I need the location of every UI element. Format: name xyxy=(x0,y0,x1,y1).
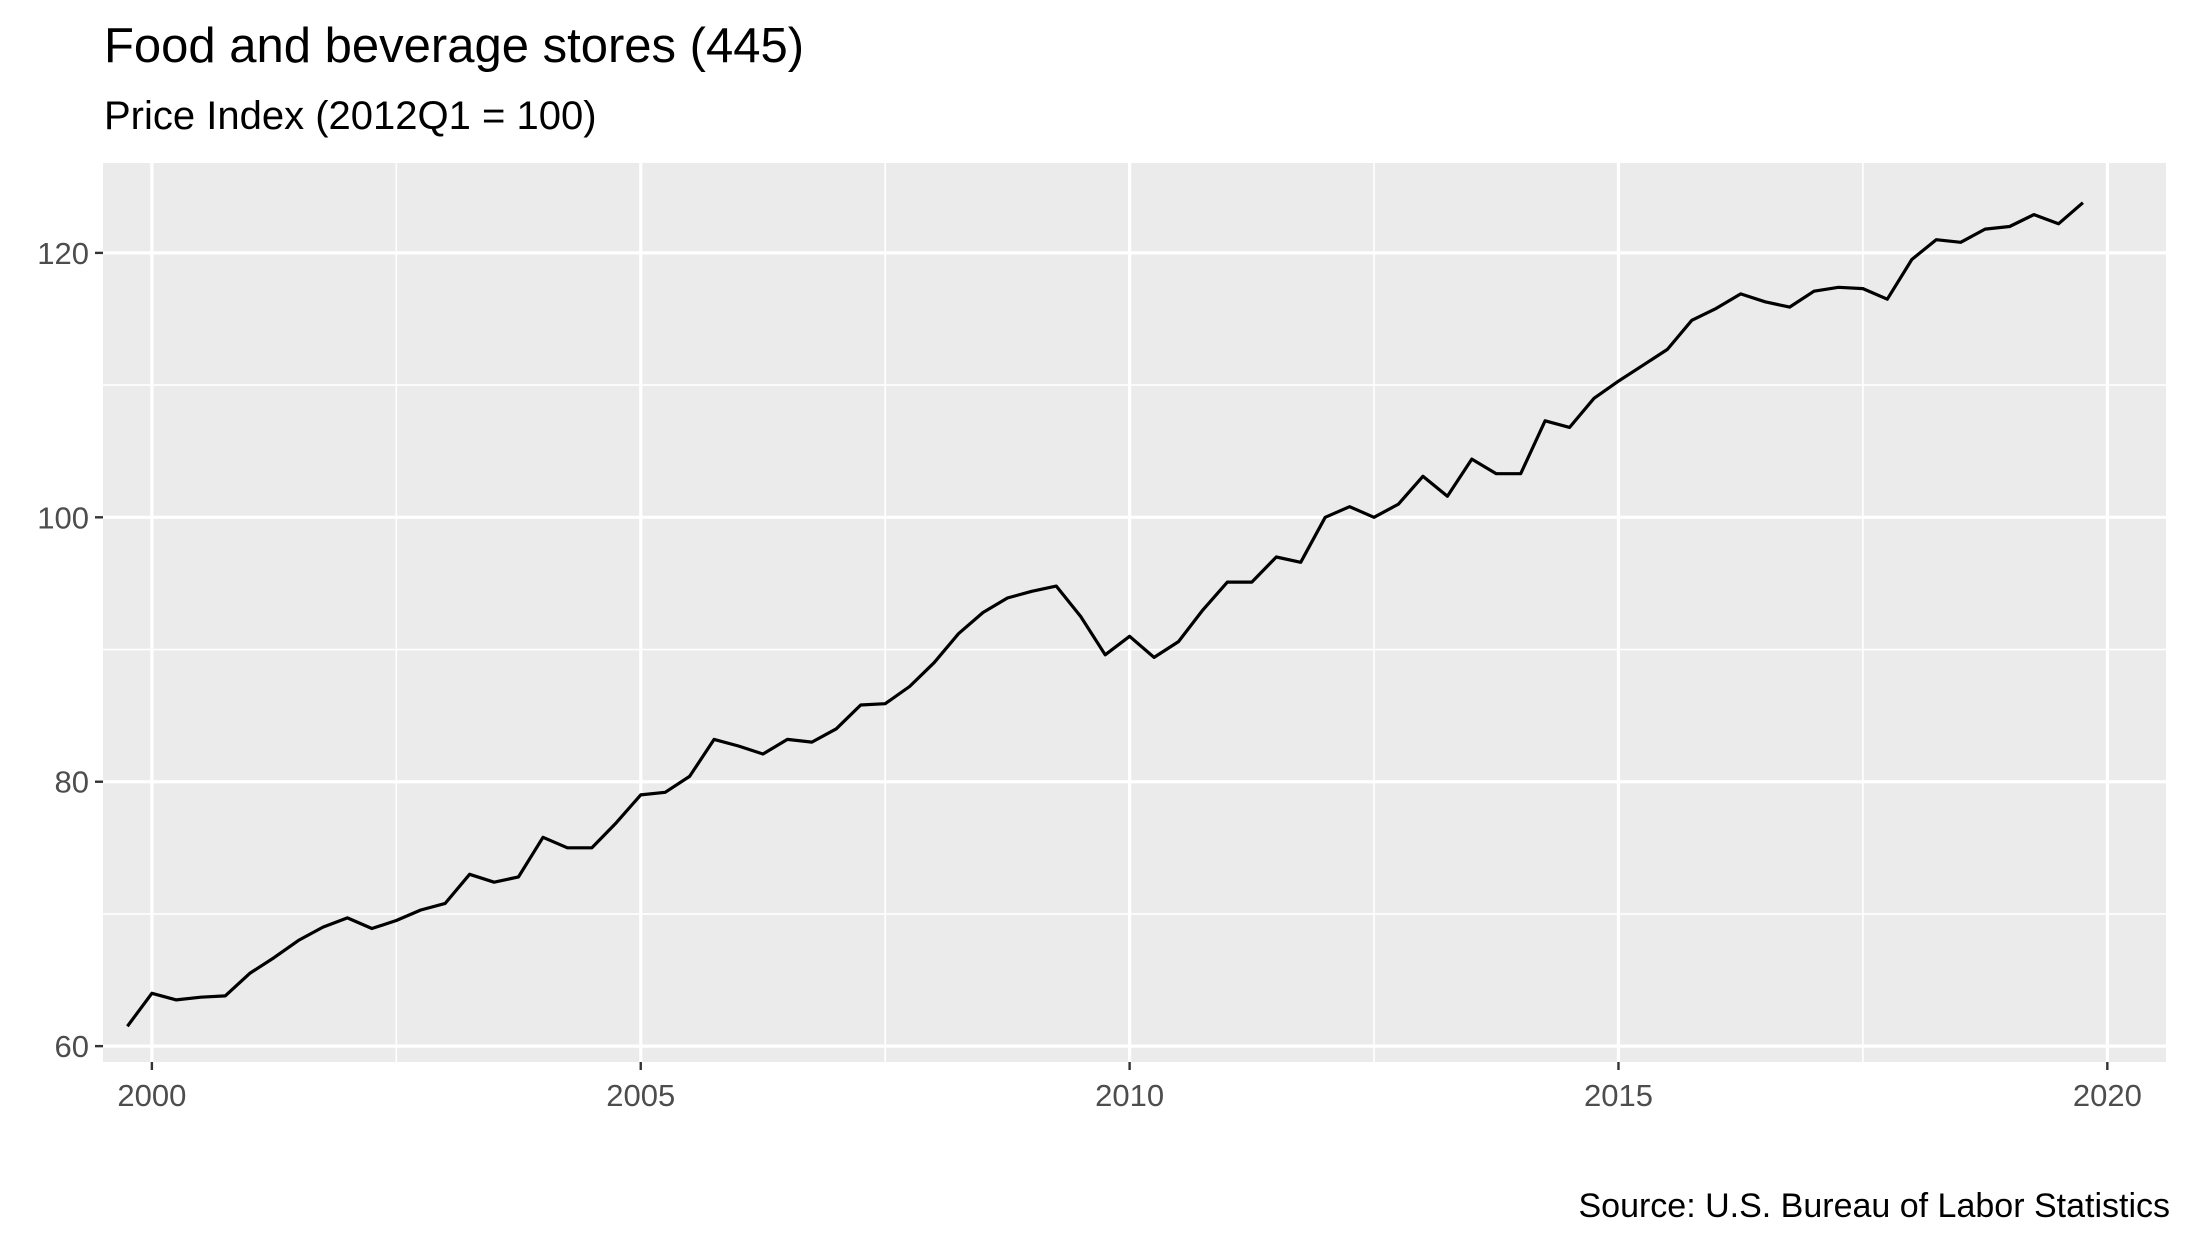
chart-title: Food and beverage stores (445) xyxy=(104,19,805,73)
minor-gridlines xyxy=(103,163,2166,1062)
x-axis: 2000 2005 2010 2015 2020 xyxy=(117,1062,2142,1113)
chart-subtitle: Price Index (2012Q1 = 100) xyxy=(104,94,597,138)
y-tick-label: 100 xyxy=(37,500,89,535)
y-axis: 60 80 100 120 xyxy=(37,236,103,1064)
major-gridlines xyxy=(103,163,2166,1062)
x-tick-label: 2000 xyxy=(117,1078,186,1113)
x-tick-label: 2010 xyxy=(1095,1078,1164,1113)
y-tick-label: 120 xyxy=(37,236,89,271)
x-tick-label: 2015 xyxy=(1584,1078,1653,1113)
chart-caption: Source: U.S. Bureau of Labor Statistics xyxy=(1578,1187,2170,1225)
plot-panel xyxy=(103,163,2166,1062)
y-tick-label: 80 xyxy=(55,765,89,800)
series-layer xyxy=(126,201,2084,1028)
series-line-0 xyxy=(126,201,2084,1028)
x-tick-label: 2020 xyxy=(2073,1078,2142,1113)
y-tick-label: 60 xyxy=(55,1029,89,1064)
x-tick-label: 2005 xyxy=(606,1078,675,1113)
